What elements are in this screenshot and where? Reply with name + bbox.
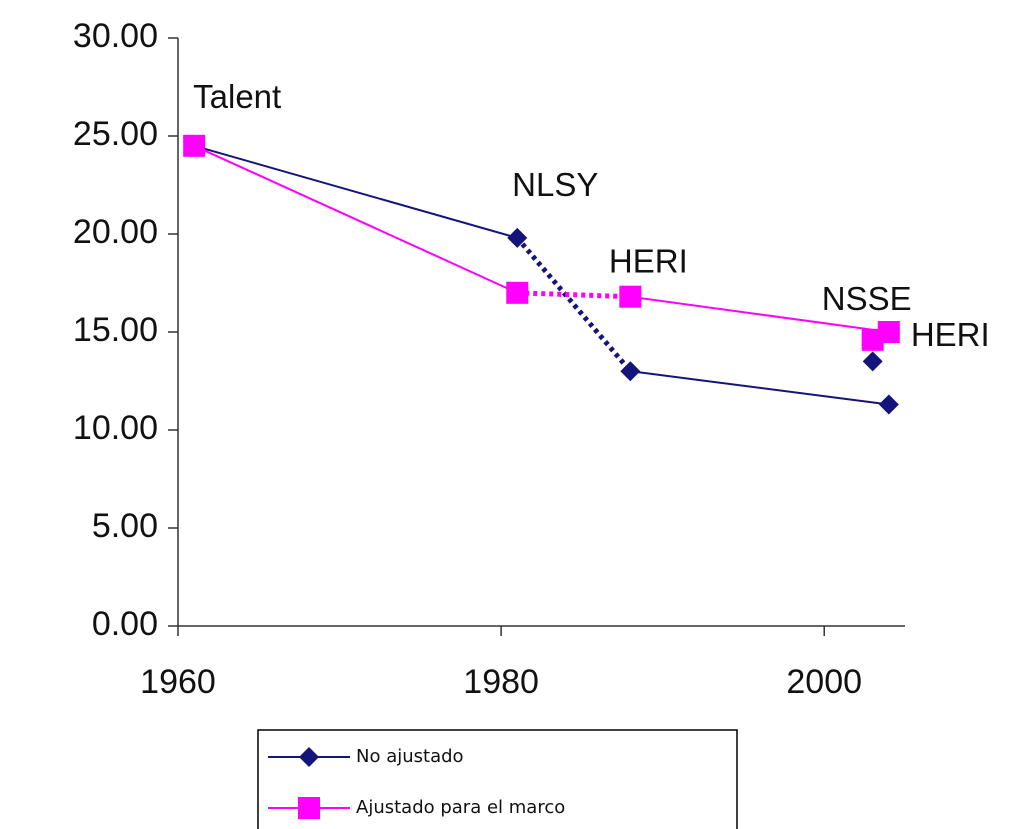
y-tick-label: 25.00 [73, 115, 158, 153]
annotation: HERI [911, 316, 990, 353]
y-tick-label: 5.00 [92, 507, 158, 545]
annotation: NSSE [822, 280, 912, 317]
marker [620, 361, 641, 382]
y-tick-label: 30.00 [73, 17, 158, 55]
marker [183, 134, 206, 157]
legend-label: Ajustado para el marco [356, 797, 565, 818]
marker [862, 351, 883, 372]
line-segment [517, 290, 631, 300]
x-tick-label: 1960 [140, 663, 216, 701]
marker [619, 285, 642, 308]
y-tick-label: 20.00 [73, 213, 158, 251]
x-tick-label: 2000 [786, 663, 862, 701]
annotation: Talent [193, 78, 281, 115]
line-segment [193, 144, 518, 239]
y-tick-label: 10.00 [73, 409, 158, 447]
line-segment [630, 370, 889, 406]
legend: No ajustado Ajustado para el marco [257, 729, 738, 829]
line-segment [515, 236, 633, 373]
marker [877, 321, 900, 343]
line-segment [193, 144, 518, 294]
x-tick-label: 1980 [463, 663, 539, 701]
legend-label: No ajustado [356, 746, 464, 767]
marker [878, 394, 899, 415]
y-tick-label: 0.00 [92, 605, 158, 643]
line-segment [630, 295, 889, 333]
y-tick-label: 15.00 [73, 311, 158, 349]
marker [506, 281, 529, 304]
legend-box [257, 729, 738, 829]
annotation: NLSY [512, 166, 598, 203]
annotation: HERI [609, 243, 688, 280]
marker [507, 227, 528, 248]
marker [299, 747, 319, 767]
marker [298, 797, 320, 819]
